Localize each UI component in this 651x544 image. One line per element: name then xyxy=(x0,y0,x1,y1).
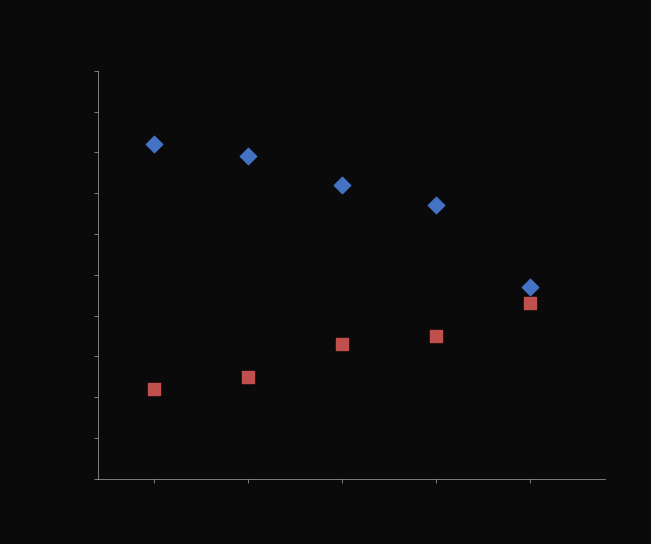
Point xyxy=(337,181,348,189)
Point xyxy=(525,283,535,292)
Point xyxy=(149,385,159,393)
Point xyxy=(337,339,348,348)
Point xyxy=(149,140,159,149)
Point xyxy=(243,372,253,381)
Point xyxy=(525,299,535,308)
Point xyxy=(243,152,253,161)
Point xyxy=(431,201,441,210)
Point xyxy=(431,331,441,341)
